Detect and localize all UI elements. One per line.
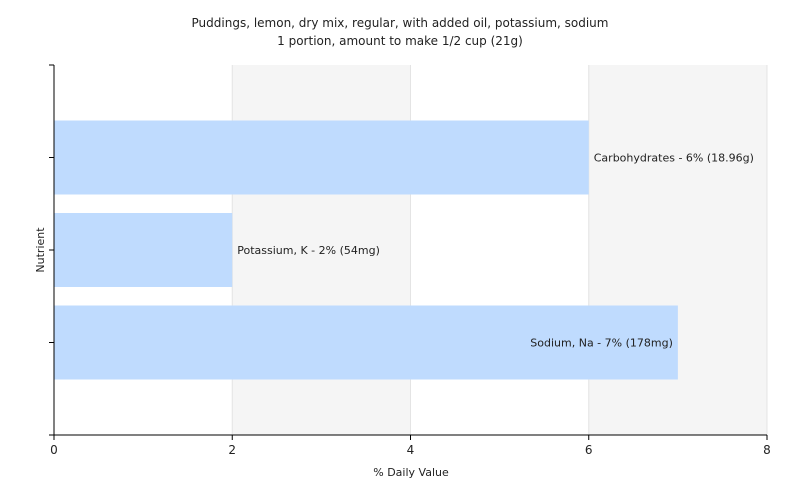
bar-labels: Carbohydrates - 6% (18.96g) Potassium, K … [237, 152, 754, 350]
y-axis-title: Nutrient [34, 227, 47, 273]
chart-title: Puddings, lemon, dry mix, regular, with … [192, 16, 609, 30]
x-axis-title: % Daily Value [373, 466, 449, 479]
bar-label: Potassium, K - 2% (54mg) [237, 244, 380, 257]
bar [54, 213, 233, 287]
x-ticks: 0 2 4 6 8 [50, 435, 771, 457]
y-ticks [49, 64, 54, 436]
chart-subtitle: 1 portion, amount to make 1/2 cup (21g) [277, 34, 523, 48]
bar-label: Sodium, Na - 7% (178mg) [530, 337, 673, 350]
x-tick-label: 4 [407, 443, 415, 457]
bar [54, 120, 589, 195]
bars [54, 120, 678, 380]
x-tick-label: 0 [50, 443, 58, 457]
bar [54, 305, 678, 380]
x-tick-label: 8 [763, 443, 771, 457]
x-tick-label: 2 [228, 443, 236, 457]
x-tick-label: 6 [585, 443, 593, 457]
bar-label: Carbohydrates - 6% (18.96g) [594, 152, 754, 165]
